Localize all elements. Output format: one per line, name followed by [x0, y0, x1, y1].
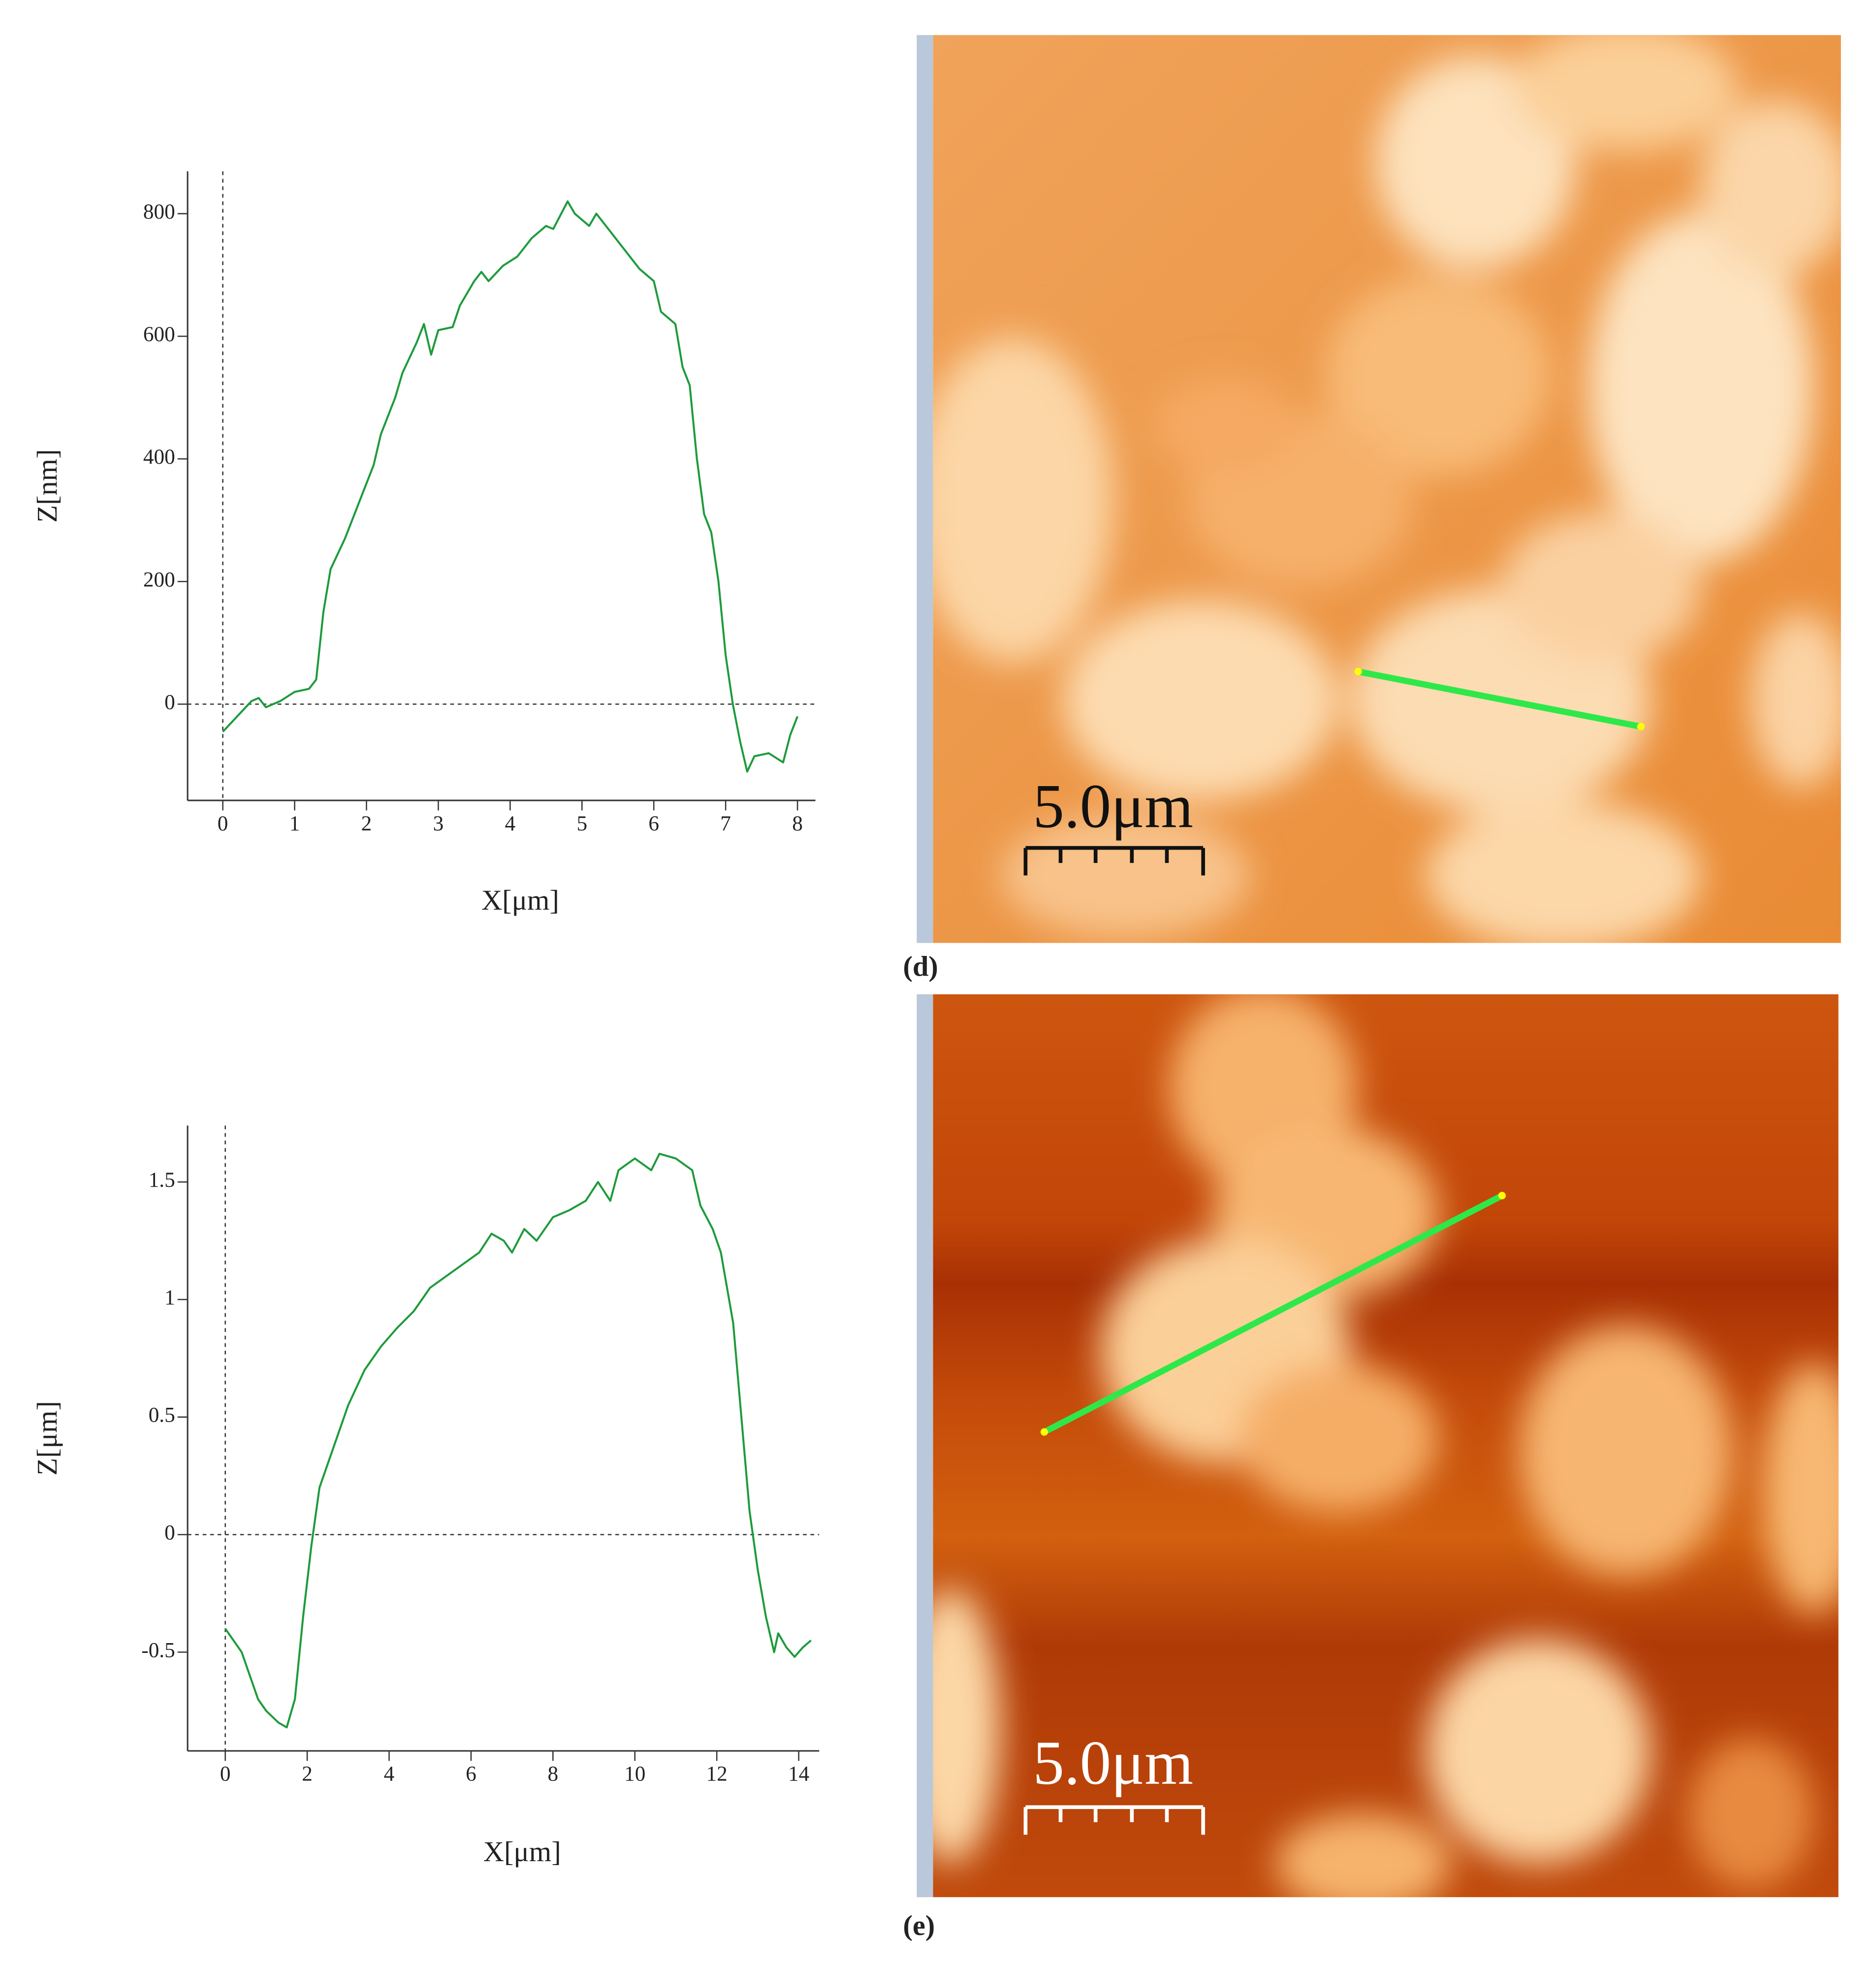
panel-caption: (d): [903, 950, 938, 982]
profile-line: [224, 1152, 812, 1729]
y-tick-label: 800: [143, 200, 175, 223]
y-tick-label: 0: [164, 691, 175, 714]
x-tick-label: 4: [384, 1763, 395, 1786]
x-tick-label: 6: [648, 812, 659, 835]
x-tick-label: 4: [505, 812, 516, 835]
panel-caption: (e): [903, 1909, 935, 1941]
x-tick-label: 8: [792, 812, 803, 835]
y-tick-label: 400: [143, 445, 175, 469]
x-tick-label: 2: [302, 1763, 313, 1786]
x-axis-title: X[μm]: [483, 1836, 561, 1868]
y-tick-label: 1: [164, 1286, 175, 1309]
afm-image: [933, 994, 1839, 1898]
x-tick-label: 1: [289, 812, 300, 835]
y-tick-label: 0.5: [149, 1404, 175, 1427]
x-tick-label: 2: [361, 812, 372, 835]
y-tick-label: -0.5: [141, 1639, 175, 1662]
x-tick-label: 10: [624, 1763, 645, 1786]
y-tick-label: 0: [164, 1522, 175, 1545]
x-tick-label: 7: [720, 812, 731, 835]
y-tick-label: 600: [143, 323, 175, 346]
x-tick-label: 0: [218, 812, 228, 835]
y-tick-label: 1.5: [149, 1169, 175, 1192]
x-tick-label: 6: [466, 1763, 477, 1786]
image-frame: [917, 994, 933, 1898]
y-tick-label: 200: [143, 568, 175, 591]
x-tick-label: 5: [576, 812, 587, 835]
x-tick-label: 0: [220, 1763, 231, 1786]
x-tick-label: 12: [706, 1763, 728, 1786]
image-frame: [917, 35, 933, 943]
y-axis-title: Z[μm]: [31, 1401, 63, 1475]
x-tick-label: 3: [433, 812, 444, 835]
profile-line: [222, 200, 798, 773]
scale-bar-label: 5.0μm: [1033, 772, 1193, 841]
x-axis-title: X[μm]: [481, 884, 559, 916]
scale-bar-label: 5.0μm: [1033, 1729, 1193, 1798]
afm-image: [933, 35, 1841, 943]
x-tick-label: 14: [788, 1763, 809, 1786]
x-tick-label: 8: [548, 1763, 559, 1786]
y-axis-title: Z[nm]: [31, 449, 63, 522]
